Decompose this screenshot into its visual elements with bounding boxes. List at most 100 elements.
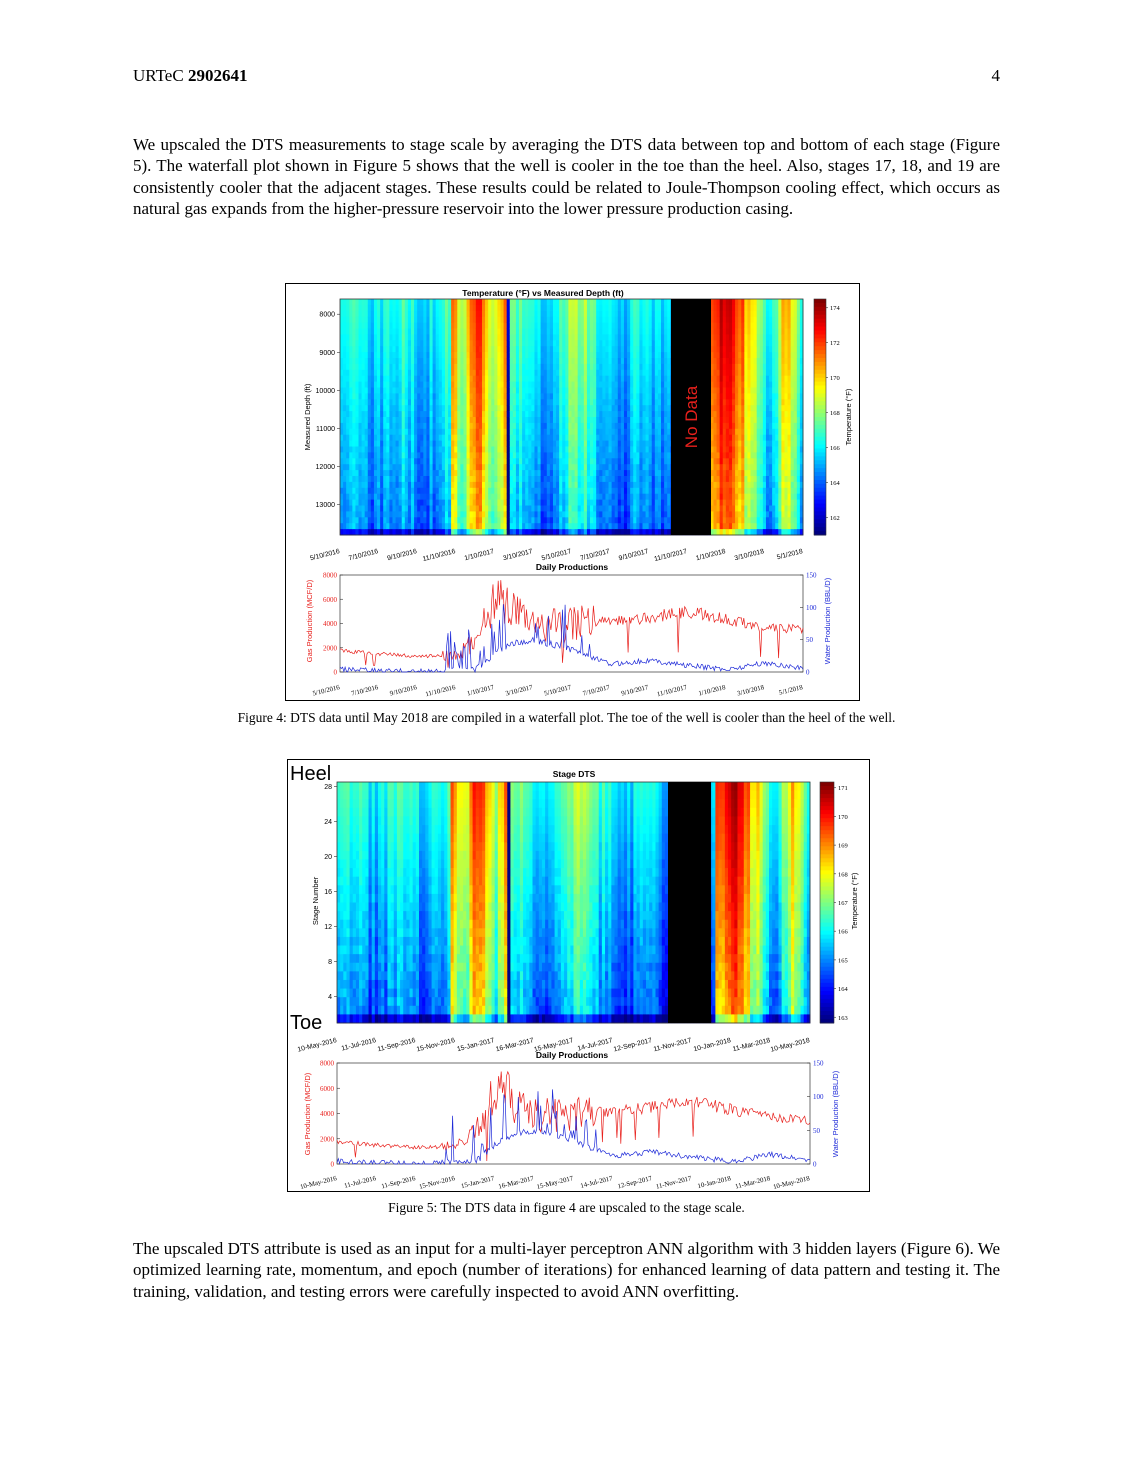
figure-4-heatmap-cell — [509, 299, 514, 306]
figure-4-heatmap-cell — [590, 446, 594, 453]
figure-4-heatmap-cell — [377, 405, 381, 412]
figure-4-heatmap-cell — [645, 481, 650, 489]
figure-4-heatmap-cell — [648, 493, 653, 500]
figure-4-heatmap-cell — [448, 464, 452, 471]
figure-4-heatmap-cell — [599, 381, 603, 388]
figure-4-heatmap-cell — [485, 322, 489, 329]
figure-4-heatmap-cell — [361, 505, 366, 512]
figure-4-heatmap-cell — [349, 363, 353, 371]
figure-4-heatmap-cell — [602, 399, 606, 406]
figure-4-heatmap-cell — [448, 452, 452, 459]
figure-4-heatmap-cell — [370, 511, 375, 518]
figure-4-heatmap-cell — [457, 440, 461, 447]
figure-4-heatmap-cell — [414, 499, 418, 506]
figure-4-heatmap-cell — [599, 299, 603, 306]
figure-4-heatmap-cell — [448, 493, 452, 500]
figure-4-heatmap-cell — [481, 375, 486, 382]
figure-4-heatmap-cell — [472, 434, 477, 441]
figure-4-heatmap-cell — [506, 481, 511, 489]
figure-4-heatmap-cell — [617, 352, 622, 359]
figure-4-heatmap-cell — [667, 393, 671, 400]
figure-4-heatmap-cell — [463, 299, 467, 306]
figure-4-heatmap-cell — [537, 446, 542, 453]
figure-4-heatmap-cell — [423, 387, 427, 394]
figure-4-heatmap-cell — [460, 505, 464, 512]
figure-4-heatmap-cell — [340, 481, 344, 489]
figure-4-heatmap-cell — [525, 476, 529, 483]
figure-4-heatmap-cell — [398, 381, 403, 388]
figure-4-heatmap-cell — [590, 411, 594, 418]
figure-4-heatmap-cell — [645, 322, 650, 329]
figure-4-heatmap-cell — [651, 346, 656, 353]
figure-4-heatmap-cell — [593, 458, 597, 465]
figure-4-heatmap-cell — [580, 363, 585, 371]
figure-4-heatmap-cell — [657, 422, 662, 430]
figure-4-heatmap-cell — [596, 464, 600, 471]
figure-4-heatmap-cell — [522, 322, 526, 329]
figure-4-heatmap-cell — [448, 446, 452, 453]
figure-4-heatmap-cell — [407, 334, 412, 341]
figure-4-heatmap-cell — [654, 411, 659, 418]
figure-4-heatmap-cell — [340, 369, 344, 377]
figure-4-heatmap-cell — [608, 476, 613, 483]
figure-4-heatmap-cell — [651, 523, 656, 530]
figure-4-heatmap-cell — [506, 499, 511, 506]
figure-4-heatmap-cell — [407, 458, 412, 465]
figure-4-heatmap-cell — [441, 375, 446, 382]
figure-4-heatmap-cell — [648, 523, 653, 530]
figure-4-heatmap-cell — [722, 322, 727, 329]
figure-4-heatmap-cell — [543, 387, 548, 394]
figure-4-heatmap-cell — [420, 358, 424, 365]
figure-4-heatmap-cell — [497, 375, 501, 382]
figure-4-heatmap-cell — [528, 405, 532, 412]
figure-4-heatmap-cell — [410, 446, 415, 453]
figure-4-heatmap-cell — [534, 434, 538, 441]
figure-4-heatmap-cell — [540, 399, 545, 406]
figure-4-heatmap-cell — [593, 322, 597, 329]
figure-4-heatmap-cell — [630, 511, 634, 518]
figure-4-heatmap-cell — [377, 369, 381, 377]
figure-4-heatmap-cell — [395, 428, 400, 436]
figure-4-heatmap-cell — [361, 369, 366, 377]
figure-4-heatmap-cell — [580, 422, 585, 430]
figure-4-heatmap-cell — [614, 529, 619, 536]
figure-4-heatmap-cell — [367, 493, 372, 500]
figure-4-heatmap-cell — [620, 446, 625, 453]
figure-4-heatmap-cell — [454, 340, 458, 347]
figure-4-heatmap-cell — [475, 417, 480, 424]
figure-4-heatmap-cell — [654, 304, 659, 312]
figure-4-heatmap-cell — [577, 316, 582, 323]
figure-4-heatmap-cell — [642, 393, 646, 400]
figure-4-heatmap-cell — [469, 481, 474, 489]
figure-4-heatmap-cell — [367, 310, 372, 318]
figure-4-heatmap-cell — [386, 346, 390, 353]
figure-4-heatmap-cell — [509, 363, 514, 371]
figure-4-heatmap-cell — [552, 434, 557, 441]
figure-4-heatmap-cell — [389, 387, 393, 394]
figure-4-heatmap-cell — [583, 505, 588, 512]
figure-4-heatmap-cell — [661, 417, 665, 424]
figure-4-heatmap-cell — [608, 316, 613, 323]
figure-4-heatmap-cell — [364, 358, 369, 365]
figure-4-heatmap-cell — [358, 446, 363, 453]
figure-4-heatmap-cell — [719, 358, 724, 365]
figure-4-heatmap-cell — [648, 346, 653, 353]
figure-4-heatmap-cell — [642, 523, 646, 530]
figure-4-heatmap-cell — [639, 505, 643, 512]
figure-4-heatmap-cell — [664, 481, 668, 489]
figure-4-heatmap-cell — [580, 458, 585, 465]
figure-4-heatmap-cell — [417, 487, 421, 495]
figure-4-heatmap-cell — [491, 322, 495, 329]
figure-4-heatmap-cell — [407, 304, 412, 312]
figure-4-heatmap-cell — [460, 487, 464, 495]
figure-4-heatmap-cell — [475, 458, 480, 465]
figure-4-heatmap-cell — [457, 493, 461, 500]
figure-4-heatmap-cell — [614, 405, 619, 412]
figure-4-heatmap-cell — [346, 417, 350, 424]
figure-4-heatmap-cell — [608, 381, 613, 388]
figure-4-heatmap-cell — [361, 517, 366, 524]
figure-4-heatmap-cell — [611, 452, 616, 459]
figure-4-heatmap-cell — [386, 523, 390, 530]
figure-4-heatmap-cell — [537, 393, 542, 400]
figure-4-heatmap-cell — [441, 470, 446, 477]
